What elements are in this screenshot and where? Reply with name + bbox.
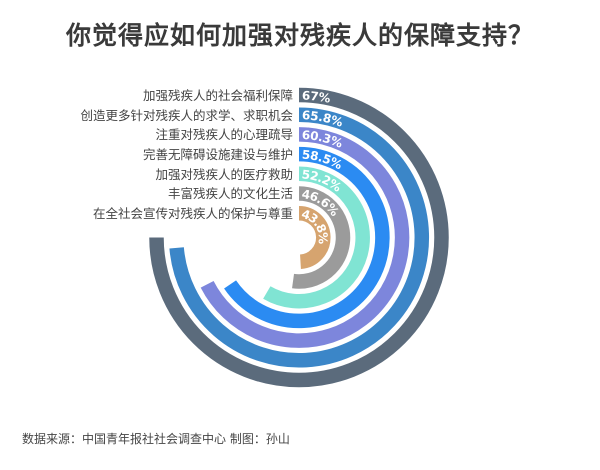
category-label: 丰富残疾人的文化生活 <box>167 186 293 202</box>
radial-bar <box>169 107 430 368</box>
page-title: 你觉得应如何加强对残疾人的保障支持？ <box>65 21 534 50</box>
radial-bar <box>298 205 331 269</box>
category-label: 在全社会宣传对残疾人的保护与尊重 <box>92 206 293 222</box>
value-label: 65.8% <box>302 108 345 130</box>
category-label: 注重对残疾人的心理疏导 <box>155 127 293 143</box>
category-label: 完善无障碍设施建设与维护 <box>142 147 293 163</box>
radial-bar <box>149 87 449 388</box>
value-label: 67% <box>302 88 332 105</box>
radial-bar <box>200 127 410 348</box>
category-label: 加强残疾人的社会福利保障 <box>142 88 293 103</box>
category-label: 加强对残疾人的医疗救助 <box>155 166 293 182</box>
category-labels: 加强残疾人的社会福利保障创造更多针对残疾人的求学、求职机会注重对残疾人的心理疏导… <box>80 86 293 224</box>
source-note: 数据来源：中国青年报社社会调查中心 制图：孙山 <box>22 432 290 446</box>
value-label: 43.8% <box>300 207 330 245</box>
radial-bar <box>292 186 351 289</box>
radial-bar <box>263 166 370 309</box>
radial-bar <box>224 146 390 329</box>
category-label: 创造更多针对残疾人的求学、求职机会 <box>80 107 293 123</box>
